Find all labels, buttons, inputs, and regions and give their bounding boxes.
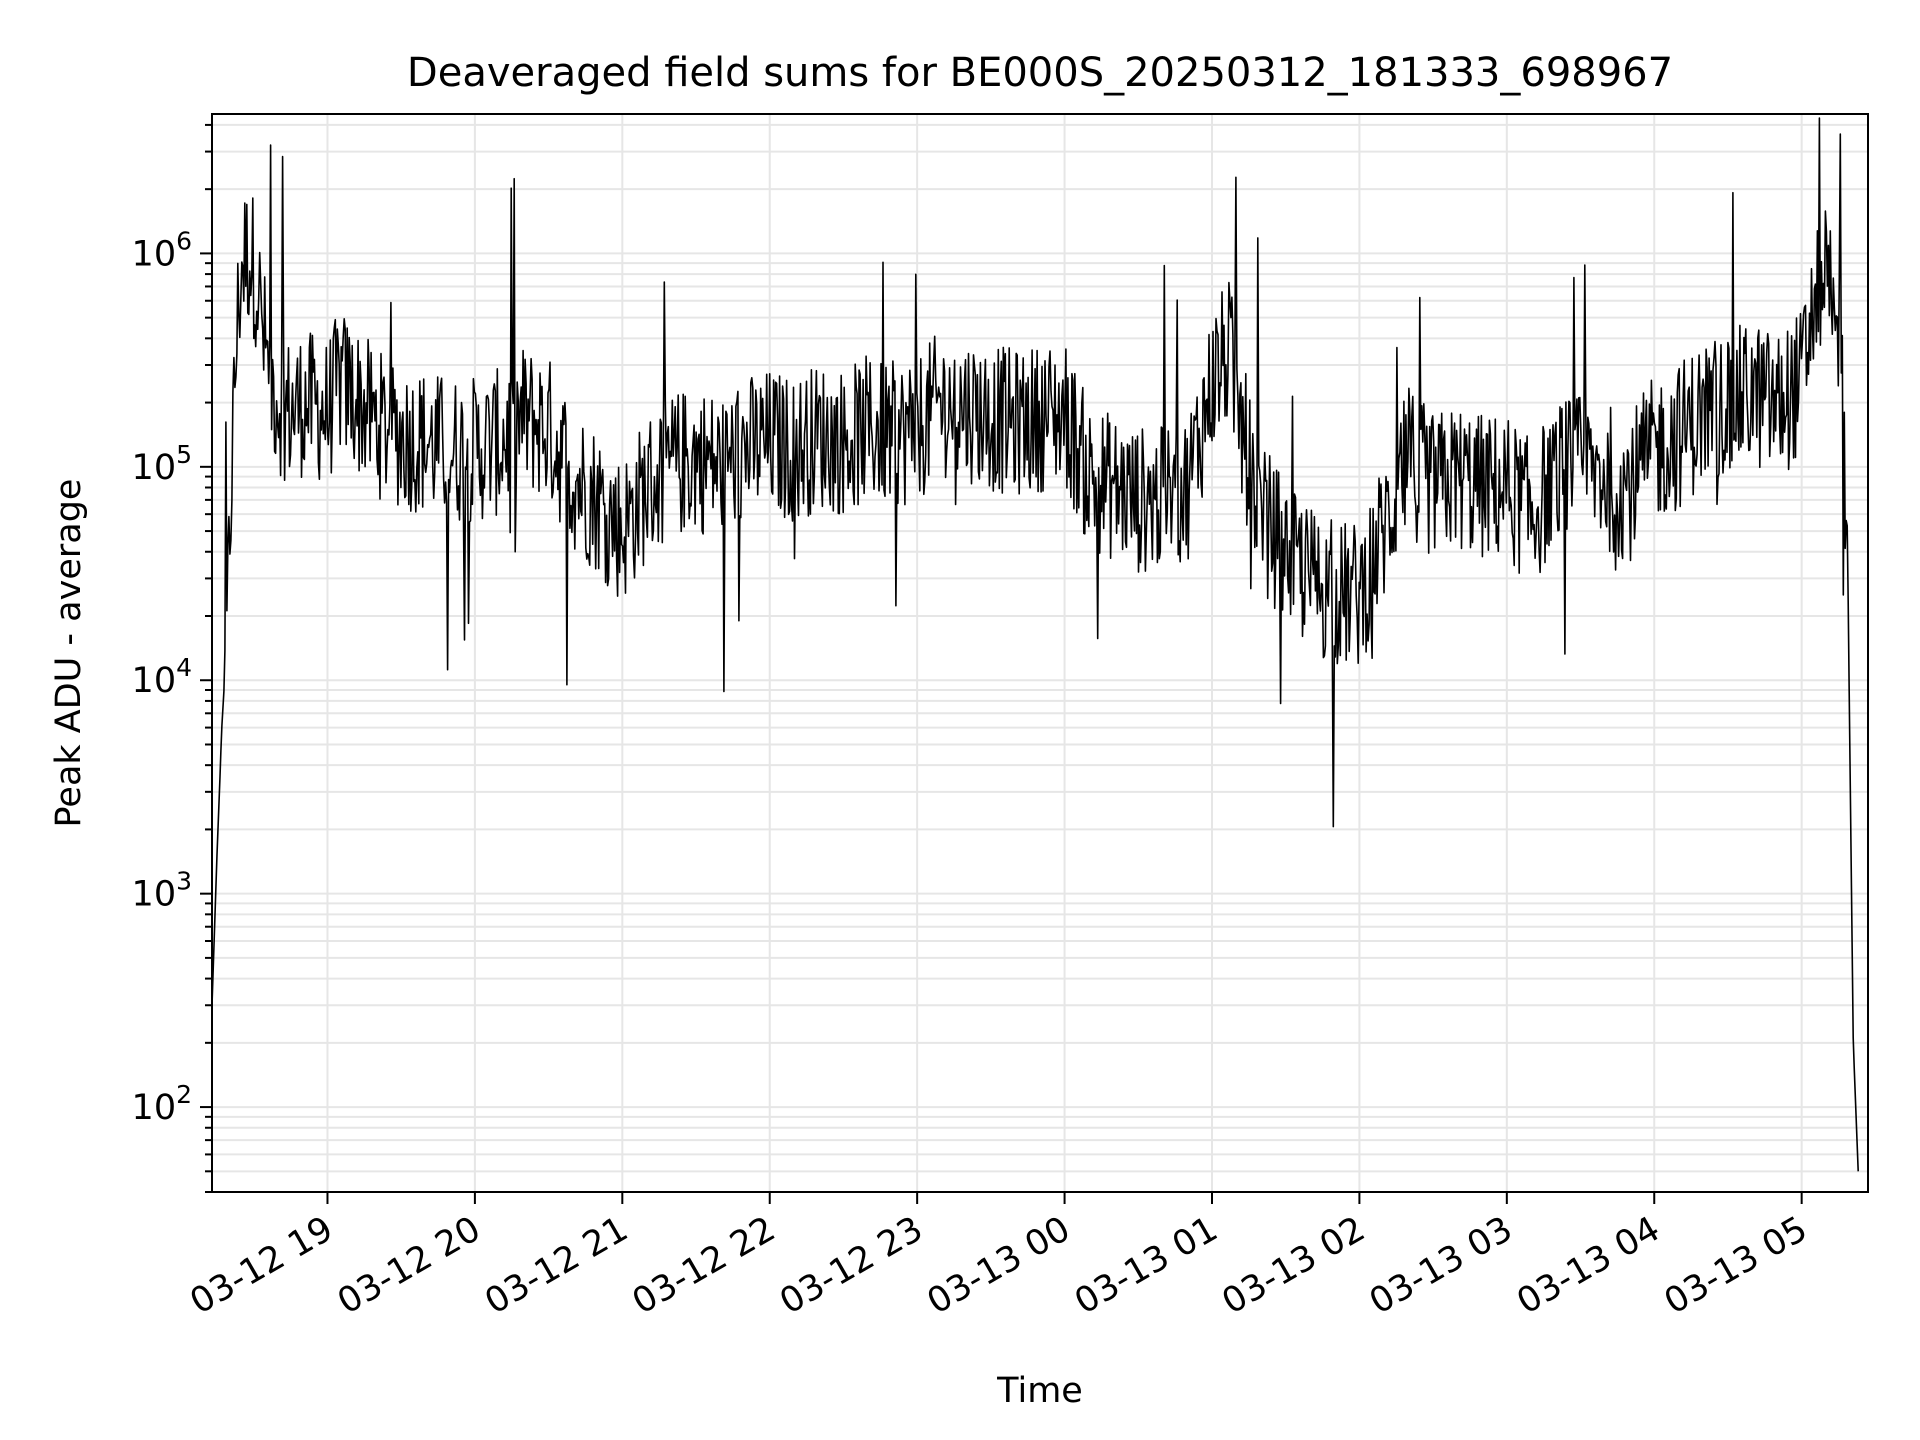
y-tick-label-base: 10 [132, 1088, 177, 1128]
y-tick-label-base: 10 [132, 875, 177, 915]
y-tick-label-base: 10 [132, 448, 177, 488]
plot-frame [211, 113, 1869, 1193]
x-tick-label: 03-13 00 [921, 1209, 1077, 1322]
y-tick-label-base: 10 [132, 661, 177, 701]
chart-title: Deaveraged field sums for BE000S_2025031… [407, 50, 1673, 96]
x-axis-label: Time [996, 1371, 1083, 1411]
y-tick-label: 102 [132, 1080, 192, 1128]
y-tick-label-exponent: 3 [176, 867, 192, 896]
x-tick-label: 03-13 04 [1510, 1209, 1666, 1322]
y-tick-label: 104 [132, 653, 192, 701]
x-tick-label: 03-13 02 [1216, 1209, 1372, 1322]
y-tick-label: 106 [132, 226, 192, 274]
x-tick-label: 03-13 01 [1068, 1209, 1224, 1322]
ticks [200, 123, 1803, 1204]
x-tick-label: 03-13 05 [1658, 1209, 1814, 1322]
y-tick-label-exponent: 6 [176, 226, 192, 255]
x-tick-label: 03-12 20 [331, 1209, 487, 1322]
grid [212, 114, 1868, 1193]
x-tick-label: 03-12 23 [773, 1209, 929, 1322]
y-tick-label-exponent: 5 [176, 440, 192, 469]
y-axis-label: Peak ADU - average [49, 479, 89, 828]
y-tick-label: 105 [132, 440, 192, 488]
x-tick-label: 03-12 21 [479, 1209, 635, 1322]
series-line [211, 117, 1859, 1172]
y-tick-label-base: 10 [132, 234, 177, 274]
x-tick-label: 03-12 22 [626, 1209, 782, 1322]
y-tick-label: 103 [132, 867, 192, 915]
x-tick-label: 03-13 03 [1363, 1209, 1519, 1322]
x-tick-label: 03-12 19 [184, 1209, 340, 1322]
y-tick-label-exponent: 2 [176, 1080, 192, 1109]
y-tick-label-exponent: 4 [176, 653, 192, 682]
